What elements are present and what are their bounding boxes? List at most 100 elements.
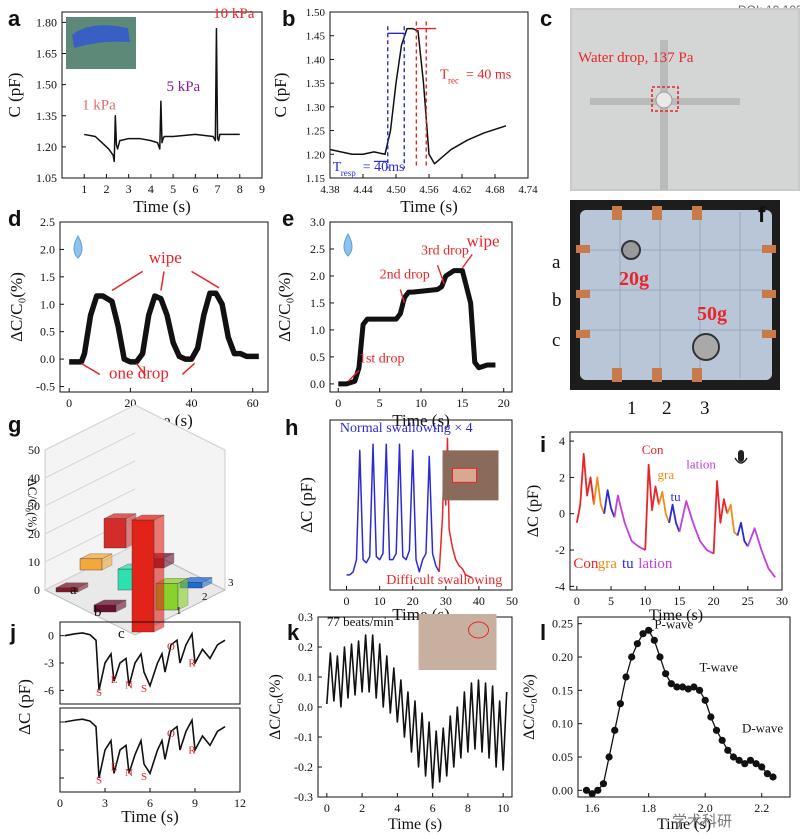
copper-electrode <box>612 206 622 220</box>
y-axis-label: C (pF) <box>271 73 290 118</box>
panel-g: 0 10 20 30 40 50 ΔC/C₀(%) a bc 1 2 3 g <box>8 404 234 642</box>
x-tick-label: 4.62 <box>452 184 471 196</box>
panel-label-h: h <box>285 415 298 440</box>
wipe-arrow <box>111 270 143 292</box>
x-tick-label: 3 <box>102 796 108 810</box>
data-point <box>758 763 766 771</box>
data-point <box>611 726 619 734</box>
x-tick-label: 40 <box>473 594 485 608</box>
x-tick-label: 4.68 <box>485 184 505 196</box>
annotation-2nd-drop: 2nd drop <box>380 268 430 283</box>
y-tick-label: 1.45 <box>306 31 326 43</box>
series-line-lation <box>613 494 646 551</box>
series-line-0 <box>84 27 240 163</box>
weight-50g <box>692 333 720 361</box>
inset-photo <box>418 614 497 670</box>
x-tick-label: 30 <box>440 594 452 608</box>
y-tick-label: 1.0 <box>310 323 325 337</box>
z-tick-label: 50 <box>28 443 40 457</box>
x-tick-label: 1.6 <box>585 801 600 815</box>
bar-3d-side <box>77 582 89 593</box>
gel-sensor <box>580 210 772 380</box>
y-tick-label: 0.1 <box>298 670 313 684</box>
panel-label-j: j <box>9 620 16 645</box>
y-axis-label: ΔC/C₀(%) <box>267 674 284 740</box>
y-tick-label: 0 <box>48 629 54 643</box>
series-line-lation3 <box>746 527 776 578</box>
x-tick-label: 1.8 <box>641 801 656 815</box>
y-axis-label: ΔC/C₀(%) <box>7 272 26 342</box>
y-tick-label: 0.10 <box>552 717 573 731</box>
z-axis-label: ΔC/C₀(%) <box>25 478 40 531</box>
panel-a: 1 2 3 4 5 6 7 8 9 1.05 1.20 1.35 1.50 1.65 1.80 Time (s… <box>5 6 265 216</box>
series-line-tu2 <box>668 503 681 533</box>
inset-sensor <box>452 467 478 483</box>
glove-finger-shape <box>72 25 130 48</box>
drop-arrow <box>347 369 360 382</box>
copper-electrode <box>692 206 702 220</box>
row-label-a: a <box>552 252 561 273</box>
bar-3d-front <box>79 558 103 571</box>
series-line-con2 <box>644 463 660 551</box>
y-tick-label: 1.35 <box>306 78 326 90</box>
col-label-3: 3 <box>700 398 710 419</box>
series-line-top <box>64 631 226 691</box>
annotation-difficult-swallowing: Difficult swallowing <box>386 573 502 588</box>
y-tick-label: 0.5 <box>40 325 55 339</box>
y-tick-label: 1.25 <box>306 126 326 138</box>
series-line-normal-swallowing <box>346 443 440 576</box>
y-tick-label: 1.5 <box>40 270 55 284</box>
data-point <box>735 756 743 764</box>
copper-electrode <box>652 206 662 220</box>
y-tick-label: 0.2 <box>298 640 313 654</box>
z-tick-label: 30 <box>28 499 40 513</box>
x-axis-label: Time (s) <box>657 816 711 833</box>
x-tick-label: 0 <box>66 396 72 410</box>
panel-label-a: a <box>8 6 21 31</box>
series-line-0 <box>69 290 259 365</box>
data-point <box>712 726 721 734</box>
data-point <box>662 670 670 678</box>
annotation-tu: tu <box>671 489 682 504</box>
z-tick-label: 20 <box>28 527 40 541</box>
annotation-lation: lation <box>686 456 716 471</box>
y-tick-label: 0.20 <box>552 650 573 664</box>
copper-electrode <box>652 368 662 382</box>
panel-f: 20g 50g abc 1 2 3 f <box>552 200 780 419</box>
x-axis-label: Time (s) <box>121 807 178 826</box>
x-tick-label: 9 <box>259 182 265 196</box>
water-drop-icon <box>343 232 353 257</box>
y-tick-label: 1.20 <box>36 140 57 154</box>
annotation-trec: T <box>440 67 449 82</box>
y-tick-label: 0.0 <box>40 352 55 366</box>
y-tick-label: 2 <box>559 470 565 484</box>
annotation-tresp-value: = 40ms <box>363 160 405 175</box>
series-line-0 <box>329 27 507 165</box>
panel-label-g: g <box>8 412 21 437</box>
data-point <box>678 683 687 691</box>
annotation-beats: 77 beats/min <box>327 614 394 629</box>
axes-frame <box>61 11 263 179</box>
inset-highlight <box>468 621 490 639</box>
x-axis-label: Time (s) <box>388 816 442 833</box>
y-tick-label: 2.0 <box>40 242 55 256</box>
bar-3d-side <box>153 514 165 633</box>
y-tick-label: 0.0 <box>298 700 313 714</box>
y-tick-label: 1.50 <box>36 78 57 92</box>
x-tick-label: 4.56 <box>419 184 439 196</box>
x-tick-label: 2.2 <box>754 801 769 815</box>
data-point <box>656 653 664 661</box>
drop-arrow <box>135 363 147 377</box>
x-tick-label: 5 <box>170 182 176 196</box>
wipe-arrow <box>191 270 220 289</box>
y-tick-label: 4 <box>559 434 565 448</box>
x-tick-label: 40 <box>186 396 198 410</box>
wipe-arrow <box>160 271 165 291</box>
y-tick-label: -2 <box>555 543 565 557</box>
grid-line <box>44 404 136 451</box>
bar-3d-side <box>201 577 213 589</box>
